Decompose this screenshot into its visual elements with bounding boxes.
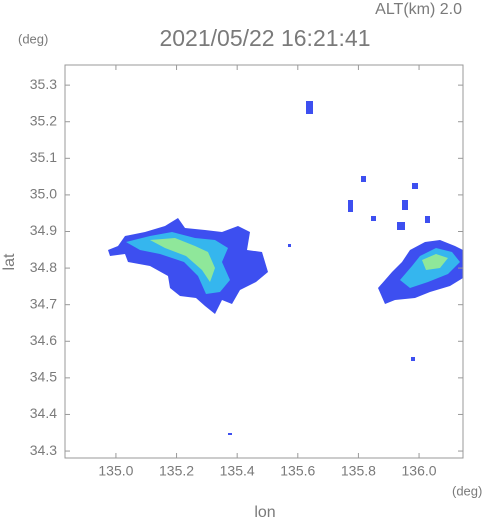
x-tick-label: 135.8 bbox=[341, 463, 376, 479]
x-unit: (deg) bbox=[452, 483, 482, 498]
echo bbox=[371, 216, 376, 221]
radar-echoes bbox=[108, 101, 463, 435]
echo-peak bbox=[422, 254, 448, 270]
y-tick-label: 34.4 bbox=[30, 405, 57, 421]
y-tick-label: 34.9 bbox=[30, 222, 57, 238]
altitude-label: ALT(km) 2.0 bbox=[375, 1, 462, 18]
y-tick-label: 35.0 bbox=[30, 186, 57, 202]
x-tick-label: 136.0 bbox=[402, 463, 437, 479]
y-tick-label: 35.3 bbox=[30, 76, 57, 92]
y-tick-label: 34.8 bbox=[30, 259, 57, 275]
echo bbox=[425, 216, 430, 223]
chart-title: 2021/05/22 16:21:41 bbox=[159, 25, 370, 51]
echo-peak bbox=[150, 238, 215, 282]
x-tick-label: 135.2 bbox=[159, 463, 194, 479]
y-tick-label: 34.5 bbox=[30, 369, 57, 385]
echo bbox=[397, 222, 405, 230]
y-axis-label: lat bbox=[1, 253, 18, 270]
echo bbox=[361, 176, 366, 182]
plot-frame bbox=[64, 64, 464, 459]
y-unit: (deg) bbox=[18, 31, 48, 46]
y-tick-label: 34.6 bbox=[30, 332, 57, 348]
x-axis-label: lon bbox=[254, 504, 275, 521]
y-tick-label: 35.2 bbox=[30, 112, 57, 128]
echo bbox=[412, 183, 418, 189]
echo-core bbox=[126, 232, 230, 294]
x-tick-label: 135.0 bbox=[98, 463, 133, 479]
echo bbox=[411, 357, 415, 361]
echo bbox=[288, 244, 291, 247]
y-tick-label: 34.3 bbox=[30, 442, 57, 458]
y-tick-label: 34.7 bbox=[30, 295, 57, 311]
echo bbox=[348, 200, 353, 212]
x-tick-label: 135.6 bbox=[280, 463, 315, 479]
echo bbox=[402, 200, 408, 210]
x-tick-label: 135.4 bbox=[220, 463, 255, 479]
y-tick-label: 35.1 bbox=[30, 149, 57, 165]
echo bbox=[306, 101, 313, 114]
echo bbox=[228, 433, 232, 435]
